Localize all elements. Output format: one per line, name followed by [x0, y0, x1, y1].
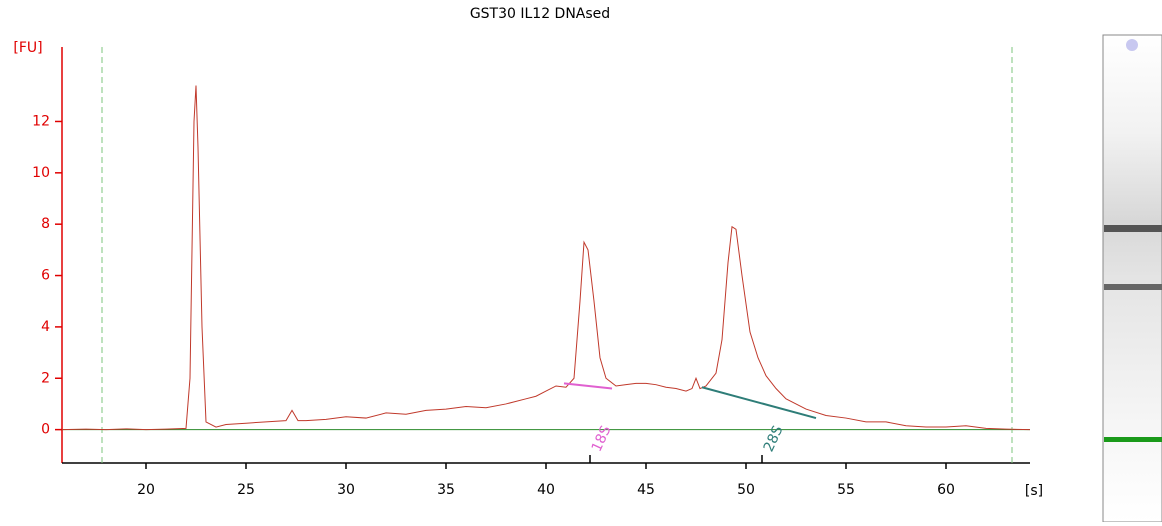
peak-baseline	[564, 383, 612, 388]
x-tick-label: 35	[437, 482, 455, 498]
x-tick-label: 50	[737, 482, 755, 498]
chart: GST30 IL12 DNAsed [FU] [s] 0 2 4 6 8 10 12 20 25…	[0, 0, 1162, 522]
y-axis-label: [FU]	[13, 40, 42, 56]
x-tick-label: 25	[237, 482, 255, 498]
gel-spot	[1126, 39, 1138, 51]
peak-baseline	[702, 387, 816, 418]
y-tick-label: 12	[32, 113, 50, 129]
x-tick-label: 20	[137, 482, 155, 498]
x-tick-label: 40	[537, 482, 555, 498]
y-tick-label: 10	[32, 165, 50, 181]
gel-marker-band	[1104, 437, 1162, 442]
peak-label: 28S	[761, 423, 787, 454]
gel-lane	[1103, 35, 1162, 522]
peak-label: 18S	[589, 423, 615, 454]
x-tick-label: 30	[337, 482, 355, 498]
trace	[62, 86, 1030, 430]
y-tick-label: 4	[41, 319, 50, 335]
x-tick-label: 55	[837, 482, 855, 498]
x-axis-label: [s]	[1025, 483, 1043, 499]
x-tick-label: 45	[637, 482, 655, 498]
y-tick-label: 0	[41, 422, 50, 438]
x-tick-label: 60	[937, 482, 955, 498]
y-tick-label: 2	[41, 370, 50, 386]
y-tick-label: 8	[41, 216, 50, 232]
chart-title: GST30 IL12 DNAsed	[470, 6, 610, 22]
gel-band	[1104, 284, 1162, 290]
y-tick-label: 6	[41, 268, 50, 284]
gel-background	[1103, 35, 1162, 522]
gel-band	[1104, 225, 1162, 232]
